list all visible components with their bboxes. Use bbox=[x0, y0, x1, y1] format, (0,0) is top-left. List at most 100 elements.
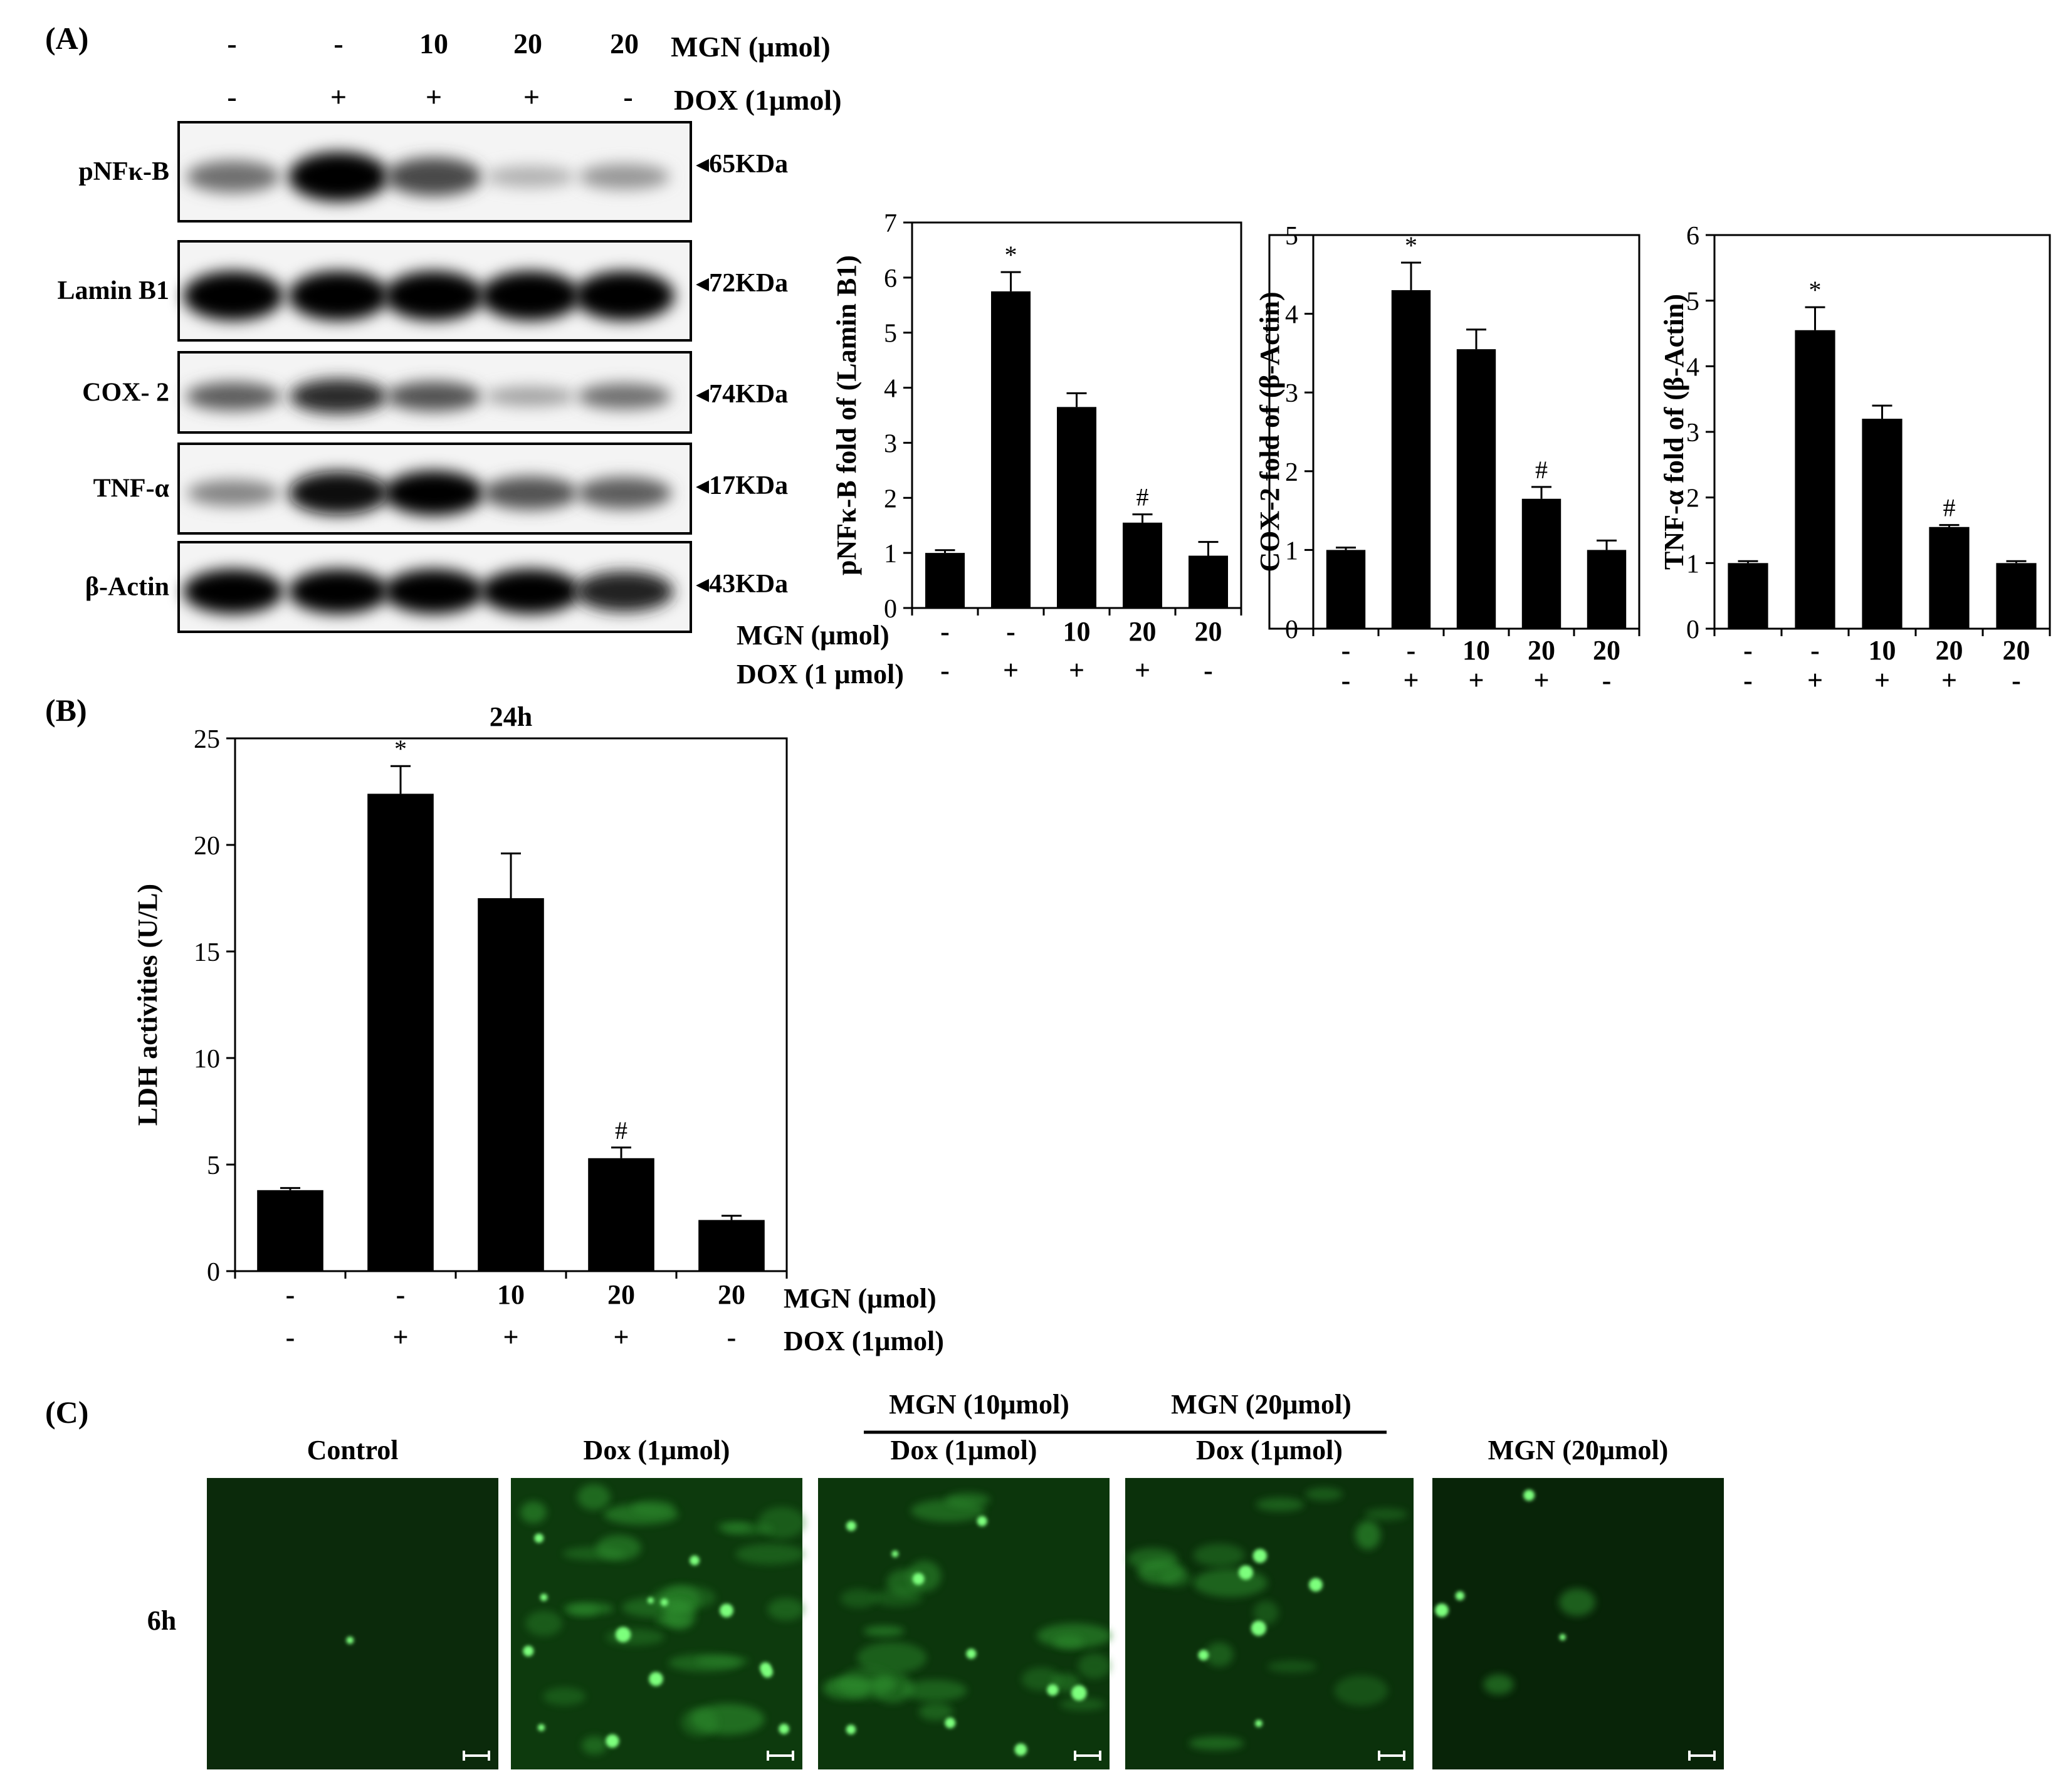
scale-bar bbox=[1074, 1751, 1101, 1761]
fluorescent-cell bbox=[1252, 1549, 1268, 1563]
fluorescent-cell bbox=[891, 1550, 899, 1558]
fluorescent-haze bbox=[1483, 1674, 1514, 1695]
y-axis-label: COX-2 fold of (β-Actin) bbox=[1254, 291, 1285, 572]
fluorescent-cell bbox=[1309, 1578, 1323, 1592]
blot-dox-4: - bbox=[623, 81, 632, 113]
x-dox-label: + bbox=[1807, 665, 1823, 696]
blot-band bbox=[384, 569, 484, 614]
x-dox-label: + bbox=[1403, 665, 1419, 696]
fluorescent-haze bbox=[1054, 1635, 1084, 1649]
x-mgn-label: - bbox=[1407, 635, 1416, 666]
group-label-mgn10: MGN (10μmol) bbox=[889, 1389, 1069, 1420]
fluorescent-cell bbox=[1198, 1650, 1209, 1661]
x-mgn-axis-title: MGN (μmol) bbox=[784, 1283, 937, 1314]
blot-size-label: ◂74KDa bbox=[696, 380, 788, 409]
blot-strip-0: pNFκ-B ◂65KDa bbox=[78, 121, 788, 223]
y-tick-label: 4 bbox=[1686, 353, 1699, 382]
fluorescent-haze bbox=[525, 1610, 562, 1636]
bar bbox=[1391, 290, 1431, 629]
blot-band bbox=[386, 157, 482, 196]
blot-band bbox=[290, 379, 387, 414]
x-mgn-axis-title: MGN (μmol) bbox=[737, 620, 890, 651]
y-tick-label: 5 bbox=[1686, 288, 1699, 317]
blot-dox-3: + bbox=[523, 81, 540, 113]
fluorescent-haze bbox=[543, 1687, 586, 1706]
panel-label-c: (C) bbox=[45, 1395, 88, 1430]
bar bbox=[925, 553, 965, 608]
fluorescent-haze bbox=[1355, 1520, 1381, 1550]
x-dox-label: + bbox=[1003, 655, 1019, 686]
bar bbox=[1795, 330, 1835, 629]
x-mgn-label: 20 bbox=[1195, 616, 1222, 647]
fluorescent-cell bbox=[1238, 1565, 1253, 1580]
fluorescent-cell bbox=[762, 1667, 773, 1678]
fluorescent-cell bbox=[690, 1555, 700, 1566]
fluorescent-cell bbox=[945, 1717, 956, 1729]
fluorescent-haze bbox=[1256, 1497, 1304, 1512]
y-axis-label: TNF-α fold of (β-Actin) bbox=[1659, 294, 1689, 570]
bar-chart-0: 0 1 2 3 4 5 6 7 pNFκ-B fold of (Lamin B1) - - * - +10… bbox=[737, 209, 1242, 689]
fluorescent-cell bbox=[540, 1593, 548, 1601]
x-dox-axis-title: DOX (1 μmol) bbox=[737, 659, 904, 689]
y-tick-label: 3 bbox=[884, 429, 897, 458]
x-mgn-label: - bbox=[940, 616, 950, 647]
fluorescent-cell bbox=[779, 1724, 789, 1734]
y-tick-label: 0 bbox=[1285, 616, 1298, 644]
fluorescent-haze bbox=[903, 1679, 967, 1702]
bar bbox=[1929, 527, 1970, 629]
fluorescent-cell bbox=[966, 1648, 977, 1659]
y-tick-label: 4 bbox=[884, 375, 897, 404]
fluorescent-cell bbox=[1047, 1684, 1059, 1696]
fluorescent-cell bbox=[537, 1724, 545, 1731]
x-mgn-label: - bbox=[1006, 616, 1016, 647]
blot-band bbox=[577, 477, 672, 510]
fluorescent-haze bbox=[735, 1543, 806, 1564]
x-mgn-label: - bbox=[286, 1279, 295, 1310]
fluorescent-cell bbox=[1559, 1633, 1566, 1641]
y-tick-label: 1 bbox=[1686, 550, 1699, 579]
blot-band bbox=[186, 382, 281, 411]
fluorescent-cell bbox=[606, 1734, 619, 1748]
x-dox-label: - bbox=[1204, 655, 1213, 686]
fluorescent-cell bbox=[977, 1516, 987, 1527]
fluorescent-cell bbox=[846, 1521, 856, 1531]
blot-mgn-4: 20 bbox=[610, 28, 639, 60]
fluorescent-haze bbox=[840, 1589, 877, 1608]
y-tick-label: 3 bbox=[1686, 419, 1699, 448]
y-tick-label: 0 bbox=[884, 595, 897, 624]
blot-dox-label: DOX (1μmol) bbox=[674, 84, 842, 116]
significance-hash: # bbox=[1136, 483, 1149, 511]
bar bbox=[1057, 407, 1096, 608]
fluorescent-haze bbox=[857, 1642, 927, 1674]
y-tick-label: 5 bbox=[207, 1151, 220, 1180]
significance-star: * bbox=[394, 735, 407, 763]
fluorescent-haze bbox=[1334, 1675, 1388, 1706]
y-tick-label: 0 bbox=[207, 1258, 220, 1287]
micrograph-2: Dox (1μmol) bbox=[818, 1435, 1112, 1769]
scale-bar bbox=[1378, 1751, 1405, 1761]
blot-band bbox=[384, 470, 484, 516]
blot-band bbox=[183, 569, 283, 614]
fluorescent-haze bbox=[1305, 1487, 1343, 1501]
bar bbox=[1456, 349, 1496, 629]
x-dox-label: - bbox=[2012, 665, 2021, 696]
fluorescent-haze bbox=[1193, 1543, 1245, 1567]
blot-size-label: ◂43KDa bbox=[696, 570, 788, 599]
fluorescent-cell bbox=[523, 1645, 534, 1657]
fluorescent-haze bbox=[1078, 1653, 1111, 1679]
micrograph-image bbox=[207, 1478, 498, 1769]
x-mgn-label: 20 bbox=[718, 1279, 745, 1310]
blot-mgn-0: - bbox=[227, 28, 236, 60]
blot-size-label: ◂72KDa bbox=[696, 269, 788, 298]
group-label-mgn20: MGN (20μmol) bbox=[1171, 1389, 1352, 1420]
blot-protein-label: TNF-α bbox=[93, 474, 170, 503]
fluorescent-cell bbox=[1014, 1743, 1027, 1756]
microscopy-panel: 6h MGN (10μmol) MGN (20μmol) Control Dox … bbox=[147, 1389, 1724, 1769]
panel-label-b: (B) bbox=[45, 693, 87, 728]
blot-dox-2: + bbox=[426, 81, 442, 113]
x-dox-label: + bbox=[1874, 665, 1890, 696]
bar bbox=[478, 898, 544, 1271]
micrograph-image bbox=[818, 1478, 1110, 1769]
bar bbox=[588, 1158, 654, 1271]
blot-protein-label: Lamin B1 bbox=[57, 276, 169, 305]
